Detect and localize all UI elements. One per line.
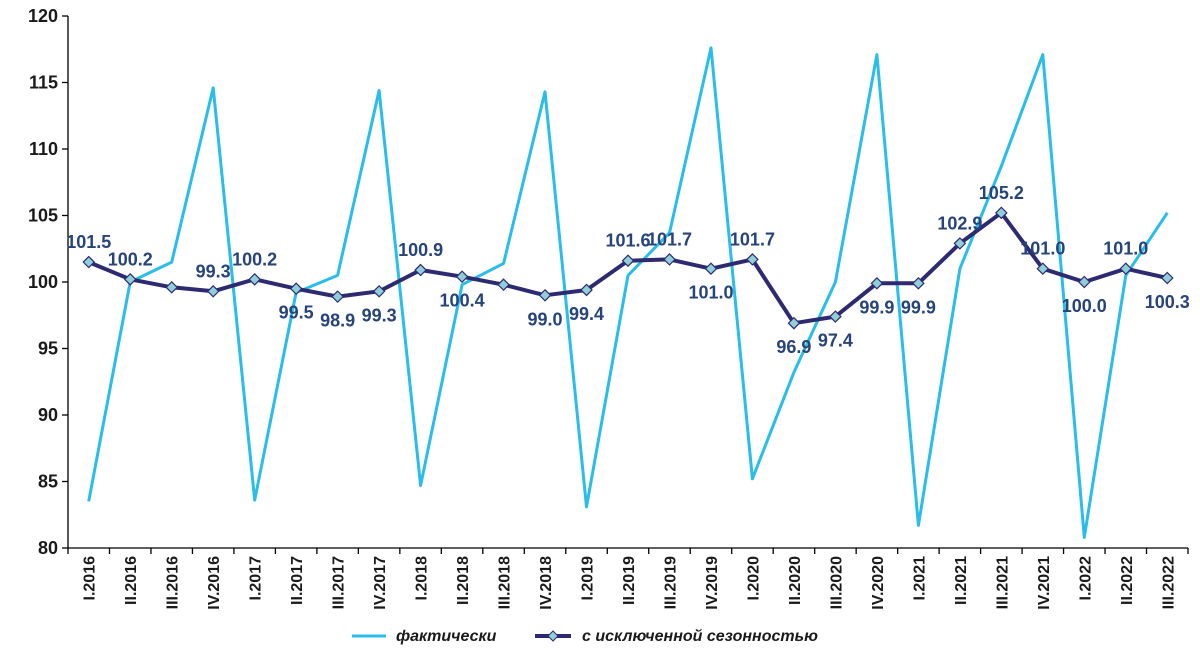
x-tick-label: IV.2020 bbox=[870, 556, 887, 610]
data-label: 101.7 bbox=[647, 229, 692, 249]
data-point bbox=[1036, 262, 1050, 276]
y-tick-label: 85 bbox=[38, 472, 58, 492]
x-tick-label: III.2020 bbox=[828, 556, 845, 609]
data-point bbox=[455, 270, 469, 284]
x-tick-label: II.2016 bbox=[123, 556, 140, 605]
data-point bbox=[1119, 262, 1133, 276]
x-tick-label: IV.2018 bbox=[538, 556, 555, 610]
data-point bbox=[787, 316, 801, 330]
x-tick-label: I.2018 bbox=[414, 556, 431, 601]
data-point bbox=[497, 278, 510, 292]
data-label: 100.2 bbox=[108, 249, 153, 269]
y-axis: 80 85 90 95 100 105 110 115 120 bbox=[28, 6, 69, 558]
x-tick-label: II.2017 bbox=[289, 556, 306, 605]
x-tick-label: I.2021 bbox=[911, 556, 928, 601]
data-label: 99.0 bbox=[528, 309, 563, 329]
y-tick-label: 105 bbox=[28, 206, 58, 226]
data-point bbox=[663, 253, 676, 266]
data-point bbox=[414, 263, 427, 277]
data-point bbox=[829, 310, 842, 323]
data-point bbox=[331, 290, 344, 303]
data-point bbox=[289, 282, 303, 295]
data-label: 100.4 bbox=[440, 291, 485, 311]
x-tick-label: IV.2017 bbox=[372, 556, 389, 610]
data-label: 105.2 bbox=[979, 183, 1024, 203]
data-point bbox=[206, 284, 220, 298]
data-point bbox=[746, 253, 759, 266]
data-label: 99.5 bbox=[279, 303, 314, 323]
y-tick-label: 80 bbox=[38, 538, 58, 558]
x-tick-label: I.2016 bbox=[82, 556, 99, 601]
y-tick-label: 115 bbox=[29, 73, 58, 93]
data-label: 100.3 bbox=[1145, 292, 1190, 312]
x-tick-label: III.2016 bbox=[165, 556, 182, 609]
data-label: 100.9 bbox=[398, 240, 443, 260]
legend: фактически с исключенной сезонностью bbox=[352, 628, 818, 645]
data-point bbox=[1077, 275, 1091, 289]
y-tick-label: 90 bbox=[38, 405, 58, 425]
legend-label-actual: фактически bbox=[396, 628, 497, 645]
data-point bbox=[870, 276, 884, 290]
x-tick-label: I.2020 bbox=[745, 556, 762, 601]
data-label: 99.4 bbox=[569, 304, 604, 324]
x-axis: I.2016 II.2016 III.2016 IV.2016 I.2017 II.201… bbox=[67, 547, 1189, 610]
data-point bbox=[1160, 271, 1174, 285]
data-label: 99.9 bbox=[859, 297, 894, 317]
data-label: 99.3 bbox=[196, 261, 231, 281]
data-label: 100.0 bbox=[1062, 296, 1107, 316]
series-line-actual bbox=[87, 46, 1169, 539]
data-label: 101.5 bbox=[66, 232, 111, 252]
y-tick-label: 120 bbox=[28, 6, 58, 26]
x-tick-label: II.2019 bbox=[621, 556, 638, 605]
x-tick-label: I.2022 bbox=[1077, 556, 1094, 601]
x-tick-label: II.2021 bbox=[953, 556, 970, 605]
data-point bbox=[994, 206, 1008, 220]
data-point bbox=[372, 284, 386, 298]
data-label: 101.6 bbox=[605, 231, 650, 251]
data-point bbox=[912, 276, 925, 290]
data-label: 101.0 bbox=[1103, 239, 1148, 259]
x-tick-label: II.2022 bbox=[1119, 556, 1136, 605]
x-tick-label: IV.2019 bbox=[704, 556, 721, 610]
legend-marker bbox=[547, 630, 559, 642]
data-point bbox=[538, 288, 552, 302]
x-tick-label: III.2021 bbox=[994, 556, 1011, 609]
data-label: 101.7 bbox=[730, 229, 775, 249]
data-label: 96.9 bbox=[776, 337, 811, 357]
y-tick-label: 95 bbox=[38, 339, 58, 359]
x-tick-label: III.2017 bbox=[331, 556, 348, 609]
data-point bbox=[621, 254, 635, 268]
x-tick-label: I.2017 bbox=[248, 556, 265, 601]
data-point bbox=[82, 255, 96, 269]
data-label: 97.4 bbox=[818, 331, 853, 351]
data-point bbox=[953, 237, 967, 250]
x-tick-label: IV.2016 bbox=[206, 556, 223, 610]
data-point bbox=[248, 272, 262, 286]
data-label: 102.9 bbox=[937, 213, 982, 233]
x-tick-label: III.2019 bbox=[662, 556, 679, 609]
x-tick-label: III.2018 bbox=[497, 556, 514, 609]
y-tick-label: 110 bbox=[29, 139, 58, 159]
x-tick-label: I.2019 bbox=[580, 556, 597, 601]
x-tick-label: IV.2021 bbox=[1036, 556, 1053, 610]
x-tick-label: II.2018 bbox=[455, 556, 472, 605]
data-label: 101.0 bbox=[688, 283, 733, 303]
data-point bbox=[704, 262, 718, 276]
data-point bbox=[165, 280, 179, 294]
legend-label-seasonally-adjusted: с исключенной сезонностью bbox=[582, 628, 818, 645]
data-label: 99.3 bbox=[362, 305, 397, 325]
data-label: 100.2 bbox=[232, 249, 277, 269]
data-label: 99.9 bbox=[901, 297, 936, 317]
data-point bbox=[123, 272, 137, 286]
x-tick-label: II.2020 bbox=[787, 556, 804, 605]
data-point bbox=[580, 283, 593, 297]
x-tick-label: III.2022 bbox=[1160, 556, 1177, 609]
data-label: 98.9 bbox=[320, 311, 355, 331]
y-tick-label: 100 bbox=[28, 272, 58, 292]
data-label: 101.0 bbox=[1020, 239, 1065, 259]
